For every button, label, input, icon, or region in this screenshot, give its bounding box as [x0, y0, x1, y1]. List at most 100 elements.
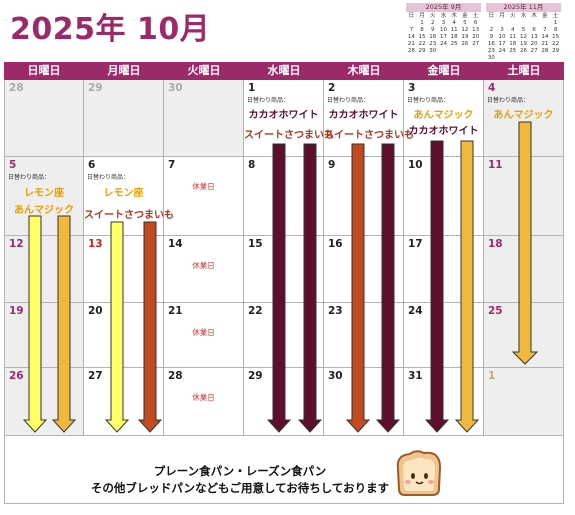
day-number: 17 — [408, 238, 423, 250]
footer-note: プレーン食パン・レーズン食パン その他ブレッドパンなどもご用意してお待ちしており… — [4, 436, 564, 504]
mini-weekday: 日 — [488, 13, 495, 19]
mini-day: 10 — [439, 27, 447, 33]
mini-weekday: 日 — [408, 13, 415, 19]
day-number: 2 — [328, 82, 336, 94]
day-cell: 28 休業日 — [164, 368, 244, 436]
daily-item: カカオホワイト — [248, 110, 319, 121]
day-number: 18 — [488, 238, 503, 250]
day-number: 6 — [88, 159, 96, 171]
daily-item: スイートさつまいも — [84, 210, 174, 221]
mini-weekday: 月 — [419, 13, 425, 19]
mini-day — [507, 20, 518, 27]
mini-day: 13 — [530, 34, 538, 40]
mini-weekday: 土 — [472, 13, 479, 19]
day-number: 23 — [328, 305, 343, 317]
mini-day: 8 — [553, 27, 558, 33]
mini-calendar-title: 2025年 9月 — [406, 3, 481, 12]
day-cell: 29 — [84, 80, 164, 157]
mini-day: 17 — [439, 34, 447, 40]
day-number: 15 — [248, 238, 263, 250]
mini-day: 20 — [530, 41, 538, 47]
mini-day: 12 — [519, 34, 527, 40]
day-number: 27 — [88, 370, 103, 382]
day-cell: 1 日替わり商品： カカオホワイト スイートさつまいも — [244, 80, 334, 157]
day-number: 29 — [248, 370, 263, 382]
mini-weekday: 金 — [542, 13, 548, 19]
mini-day: 7 — [543, 27, 547, 33]
mini-day: 29 — [418, 48, 426, 54]
mini-day: 16 — [487, 41, 495, 47]
mini-day: 9 — [431, 27, 435, 33]
mini-day: 11 — [509, 34, 517, 40]
footer-line-2: その他ブレッドパンなどもご用意してお待ちしております — [90, 481, 390, 495]
daily-item: あんマジック — [493, 110, 554, 121]
day-number: 13 — [88, 238, 103, 250]
mini-day — [497, 55, 508, 62]
mini-day — [507, 55, 518, 62]
mini-calendar-title: 2025年 11月 — [486, 3, 561, 12]
mini-weekday: 月 — [499, 13, 505, 19]
mini-day: 16 — [429, 34, 437, 40]
mini-day: 2 — [431, 20, 435, 26]
mini-day: 11 — [450, 27, 458, 33]
mini-day: 1 — [553, 20, 558, 26]
day-cell: 26 — [4, 368, 84, 436]
mini-day: 21 — [407, 41, 415, 47]
day-number: 7 — [168, 159, 176, 171]
day-number: 10 — [408, 159, 423, 171]
mini-day — [438, 48, 449, 55]
mini-day: 14 — [541, 34, 549, 40]
daily-item: スイートさつまいも — [324, 130, 414, 141]
weekday-saturday: 土曜日 — [507, 64, 541, 77]
mini-day: 13 — [472, 27, 480, 33]
daily-item: レモン座 — [24, 188, 64, 199]
mini-day: 17 — [498, 41, 506, 47]
day-cell: 31 — [404, 368, 484, 436]
day-cell: 16 — [324, 236, 404, 303]
day-number: 1 — [488, 370, 496, 382]
footer-line-1: プレーン食パン・レーズン食パン — [153, 464, 327, 478]
closed-label: 休業日 — [192, 393, 215, 402]
day-cell: 22 — [244, 303, 324, 368]
mini-day: 26 — [519, 48, 527, 54]
mini-weekday: 木 — [531, 13, 537, 19]
day-cell: 30 — [164, 80, 244, 157]
mini-day: 18 — [450, 34, 458, 40]
day-number: 26 — [9, 370, 24, 382]
day-cell: 21 休業日 — [164, 303, 244, 368]
day-cell: 6 日替わり商品： レモン座 スイートさつまいも — [84, 157, 174, 236]
mini-day: 2 — [489, 27, 494, 33]
mini-day: 30 — [429, 48, 437, 54]
day-cell: 17 — [404, 236, 484, 303]
day-number: 30 — [328, 370, 343, 382]
mini-day — [470, 48, 481, 55]
day-cell: 10 — [404, 157, 484, 236]
mini-day: 15 — [552, 34, 560, 40]
day-cell: 20 — [84, 303, 164, 368]
mini-day: 1 — [420, 20, 424, 26]
mini-day: 12 — [461, 27, 469, 33]
mini-day — [486, 20, 497, 27]
weekday-thursday: 木曜日 — [347, 64, 381, 77]
mini-day: 5 — [521, 27, 526, 33]
day-cell: 27 — [84, 368, 164, 436]
mini-day: 27 — [530, 48, 538, 54]
mini-day: 7 — [409, 27, 414, 33]
mini-day: 28 — [407, 48, 415, 54]
day-number: 19 — [9, 305, 24, 317]
day-number: 31 — [408, 370, 423, 382]
mini-day: 25 — [509, 48, 517, 54]
mini-day: 4 — [511, 27, 515, 33]
day-cell: 23 — [324, 303, 404, 368]
mini-day: 27 — [472, 41, 480, 47]
day-cell: 30 — [324, 368, 404, 436]
day-number: 12 — [9, 238, 24, 250]
daily-item: あんマジック — [413, 110, 474, 121]
mini-day: 5 — [463, 20, 467, 26]
day-cell: 28 — [4, 80, 84, 157]
mini-day: 30 — [487, 55, 495, 61]
mini-day: 22 — [418, 41, 426, 47]
day-cell: 15 — [244, 236, 324, 303]
